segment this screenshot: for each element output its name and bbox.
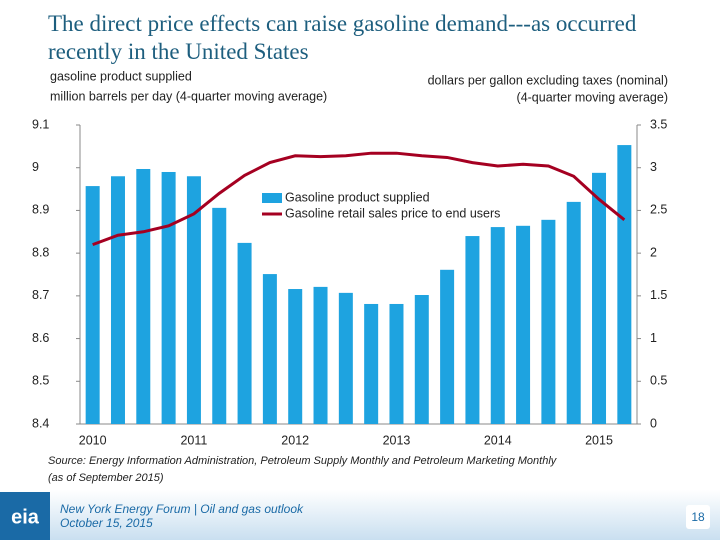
y-axis-label: gasoline product supplied (50, 69, 192, 83)
logo-box (0, 492, 50, 540)
y-tick-label: 8.8 (32, 245, 49, 259)
bar (592, 172, 607, 424)
logo: eia (11, 506, 40, 528)
y-tick-label: 9 (32, 160, 39, 174)
source: (as of September 2015) (48, 472, 164, 484)
y2-tick-label: 1.5 (650, 288, 667, 302)
footer-event: New York Energy Forum | Oil and gas outl… (60, 502, 304, 516)
line (92, 151, 626, 247)
x-tick-label: 2013 (383, 433, 411, 447)
bar (465, 236, 480, 424)
y-tick-label: 9.1 (32, 117, 49, 131)
bar (490, 227, 505, 424)
legend-swatch (262, 193, 282, 203)
y-tick-label: 8.7 (32, 288, 49, 302)
bar (566, 201, 581, 424)
bar (516, 225, 531, 424)
y-tick-label: 8.4 (32, 416, 49, 430)
y2-tick-label: 3 (650, 160, 657, 174)
bar (136, 168, 151, 424)
y-tick-label: 8.5 (32, 374, 49, 388)
bar (110, 176, 125, 424)
bar (617, 145, 632, 424)
y-axis-label: million barrels per day (4-quarter movin… (50, 89, 327, 103)
bar (161, 171, 176, 424)
bar (288, 289, 303, 424)
x-tick-label: 2010 (79, 433, 107, 447)
bar (541, 219, 556, 424)
page-number: 18 (691, 510, 705, 524)
bar (364, 303, 379, 424)
y-tick-label: 8.9 (32, 203, 49, 217)
legend-label: Gasoline product supplied (285, 190, 430, 204)
bar (313, 286, 328, 424)
bar (389, 303, 404, 424)
x-tick-label: 2014 (484, 433, 512, 447)
footer-band (0, 490, 720, 540)
y2-axis-label: dollars per gallon excluding taxes (nomi… (428, 73, 668, 87)
bar (440, 269, 455, 424)
y2-tick-label: 0 (650, 416, 657, 430)
y-tick-label: 8.6 (32, 331, 49, 345)
title: The direct price effects can raise gasol… (48, 11, 637, 64)
bar (237, 242, 252, 424)
bar (414, 295, 429, 424)
legend-label: Gasoline retail sales price to end users (285, 206, 500, 220)
y2-tick-label: 0.5 (650, 374, 667, 388)
bar (186, 176, 201, 424)
bar (338, 292, 353, 424)
bar (85, 186, 100, 424)
x-tick-label: 2015 (585, 433, 613, 447)
x-tick-label: 2011 (180, 433, 207, 447)
bar (212, 207, 227, 424)
y2-tick-label: 2 (650, 245, 657, 259)
page-box (686, 505, 710, 529)
bar (262, 274, 277, 424)
y2-axis-label: (4-quarter moving average) (517, 90, 668, 104)
x-tick-label: 2012 (281, 433, 309, 447)
source: Source: Energy Information Administratio… (48, 455, 558, 467)
y2-tick-label: 1 (650, 331, 657, 345)
footer-date: October 15, 2015 (60, 516, 153, 530)
y2-tick-label: 2.5 (650, 203, 667, 217)
y2-tick-label: 3.5 (650, 117, 667, 131)
